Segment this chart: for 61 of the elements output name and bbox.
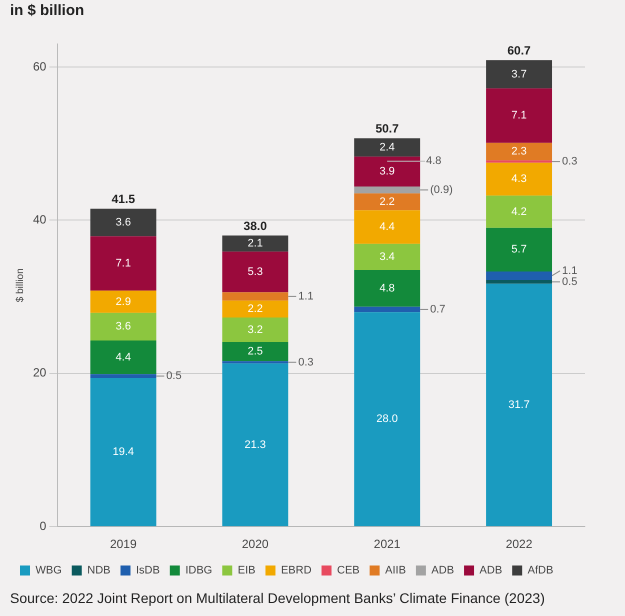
data-label: 7.1	[511, 110, 527, 122]
data-label: 4.3	[511, 173, 527, 186]
legend-label: AIIB	[385, 564, 406, 577]
data-label: 28.0	[376, 413, 398, 426]
legend-label: EBRD	[280, 564, 312, 577]
y-axis-title: $ billion	[14, 268, 26, 302]
data-label: 2.1	[248, 238, 263, 250]
total-label: 50.7	[375, 122, 400, 136]
data-label: 3.6	[116, 320, 131, 333]
data-label: 1.1	[298, 290, 314, 302]
data-label: 4.4	[116, 351, 131, 364]
data-label: 2.9	[116, 296, 131, 308]
y-tick-label: 40	[32, 212, 47, 226]
source-note: Source: 2022 Joint Report on Multilateral Development Banks’ Climate Finance (2023)	[10, 590, 545, 606]
data-label: 21.3	[244, 438, 266, 451]
data-label: (0.9)	[430, 184, 453, 196]
x-tick-label: 2022	[506, 537, 533, 552]
data-label: 3.4	[379, 250, 395, 263]
legend-label: IsDB	[136, 564, 160, 577]
data-label: 4.8	[379, 282, 395, 294]
total-label: 38.0	[244, 218, 268, 233]
data-label: 3.6	[116, 216, 131, 229]
data-label: 7.1	[116, 258, 131, 270]
annotation: 4.8	[426, 155, 442, 168]
legend-label: NDB	[87, 564, 111, 577]
data-label: 3.2	[248, 324, 263, 336]
data-label: 5.7	[511, 244, 527, 256]
chart-title: in $ billion	[10, 2, 84, 19]
data-label: 4.4	[379, 221, 395, 234]
data-label: 5.3	[248, 266, 263, 278]
data-label: 0.5	[562, 276, 578, 288]
data-label: 0.7	[430, 303, 446, 316]
total-label: 60.7	[507, 43, 532, 58]
legend-label: AfDB	[528, 564, 554, 577]
legend-label: CEB	[337, 564, 360, 577]
data-label: 2.2	[379, 196, 395, 208]
x-tick-label: 2021	[374, 537, 401, 552]
data-label: 1.1	[562, 264, 578, 277]
legend-label: ADB	[431, 564, 454, 577]
y-tick-label: 0	[40, 518, 47, 533]
legend-label: IDBG	[185, 564, 212, 577]
y-tick-label: 60	[32, 59, 47, 74]
data-label: 3.7	[511, 68, 527, 80]
data-label: 0.3	[298, 356, 314, 368]
data-label: 4.2	[511, 206, 527, 218]
x-tick-label: 2020	[242, 537, 269, 552]
data-label: 2.5	[248, 346, 263, 358]
data-label: 2.2	[248, 303, 263, 316]
total-label: 41.5	[112, 192, 136, 206]
data-label: 3.9	[379, 166, 395, 178]
legend-label: WBG	[36, 564, 62, 577]
data-label: 2.3	[511, 146, 527, 158]
data-label: 0.5	[166, 370, 182, 382]
legend-label: ADB	[480, 564, 502, 577]
data-label: 0.3	[562, 156, 578, 168]
data-label: 19.4	[112, 446, 134, 458]
legend-label: EIB	[238, 564, 256, 577]
x-tick-label: 2019	[110, 537, 137, 552]
data-label: 31.7	[508, 398, 530, 411]
y-tick-label: 20	[32, 366, 47, 380]
data-label: 2.4	[379, 141, 395, 154]
